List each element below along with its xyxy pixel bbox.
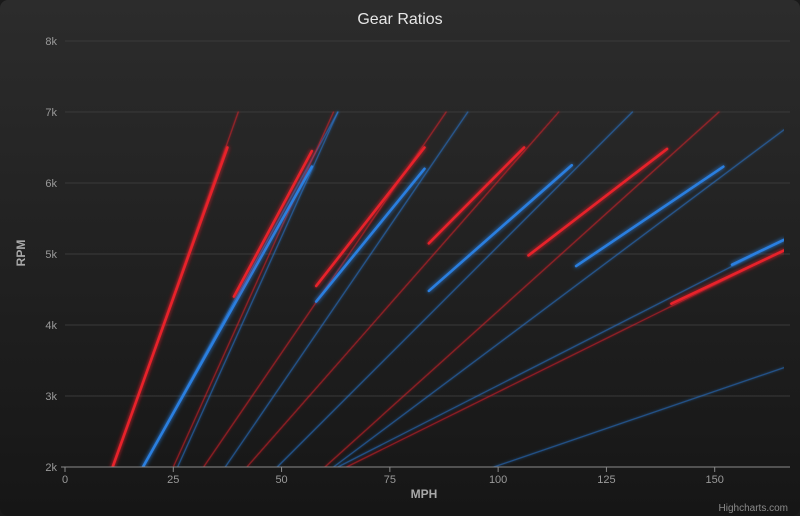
y-axis-title: RPM xyxy=(14,240,28,267)
red-thin-series-line[interactable] xyxy=(172,111,335,467)
blue-thick-series-line[interactable] xyxy=(314,167,426,303)
red-thick-series-line[interactable] xyxy=(527,147,669,257)
blue-thin-series-line[interactable] xyxy=(224,111,469,467)
y-tick-label: 8k xyxy=(45,36,57,48)
x-axis-title: MPH xyxy=(411,487,438,501)
series-layer xyxy=(111,111,784,468)
x-tick-label: 50 xyxy=(275,474,287,486)
x-tick-label: 75 xyxy=(384,474,396,486)
red-thick-series-line[interactable] xyxy=(427,146,526,245)
x-tick-label: 0 xyxy=(62,474,68,486)
y-tick-label: 4k xyxy=(45,320,57,332)
blue-thin-series-line[interactable] xyxy=(332,129,784,467)
blue-thick-series-line[interactable] xyxy=(141,165,314,467)
blue-thin-series-line[interactable] xyxy=(276,111,634,467)
red-thick-series-line[interactable] xyxy=(232,149,314,298)
red-thick-series-line[interactable] xyxy=(314,146,426,288)
y-tick-label: 7k xyxy=(45,107,57,119)
grid-layer xyxy=(65,40,790,397)
blue-thick-series-line[interactable] xyxy=(574,165,725,268)
blue-thick-series-line[interactable] xyxy=(427,163,574,293)
y-tick-label: 2k xyxy=(45,462,57,474)
x-tick-label: 150 xyxy=(706,474,724,486)
red-thin-series-line[interactable] xyxy=(324,111,720,467)
blue-thin-series-line[interactable] xyxy=(493,366,784,467)
x-tick-label: 25 xyxy=(167,474,179,486)
red-thick-series-line[interactable] xyxy=(670,249,784,306)
credits-link[interactable]: Highcharts.com xyxy=(719,503,788,514)
y-tick-label: 5k xyxy=(45,249,57,261)
x-tick-label: 100 xyxy=(489,474,507,486)
y-tick-label: 3k xyxy=(45,391,57,403)
blue-thin-series-line[interactable] xyxy=(337,239,784,467)
blue-thin-series-line[interactable] xyxy=(176,111,339,467)
red-thick-series-line[interactable] xyxy=(111,146,229,468)
blue-thick-series-line[interactable] xyxy=(730,238,784,266)
x-tick-label: 125 xyxy=(597,474,615,486)
y-tick-label: 6k xyxy=(45,178,57,190)
axis-layer: 2k 3k 4k 5k 6k 7k 8k 0 25 50 75 100 125 150 xyxy=(45,36,790,486)
red-thin-series-line[interactable] xyxy=(246,111,560,467)
red-thin-series-line[interactable] xyxy=(345,249,784,467)
chart-title: Gear Ratios xyxy=(357,11,442,28)
